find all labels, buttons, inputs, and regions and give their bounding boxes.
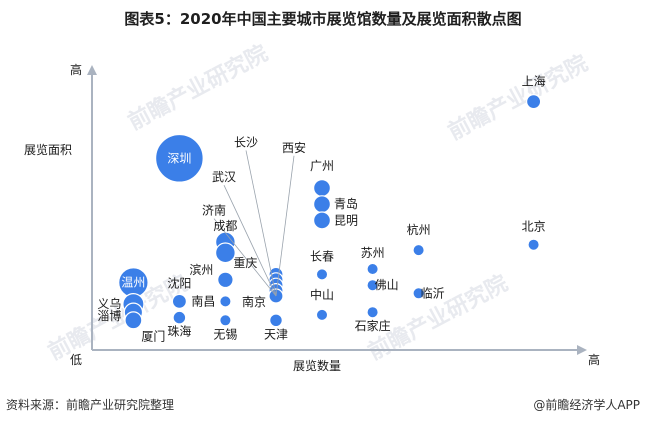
- brand-credit: @前瞻经济学人APP: [533, 398, 640, 412]
- point-label: 天津: [264, 327, 288, 341]
- data-point: [172, 310, 187, 325]
- x-axis-title: 展览数量: [293, 358, 341, 373]
- data-point: [527, 238, 540, 251]
- origin-label: 低: [70, 353, 82, 367]
- point-label: 沈阳: [167, 275, 191, 290]
- chart-title: 图表5：2020年中国主要城市展览馆数量及展览面积散点图: [124, 10, 522, 28]
- point-label: 石家庄: [355, 318, 391, 333]
- point-label: 南京: [242, 294, 266, 309]
- point-label: 重庆: [233, 256, 257, 270]
- data-point: [313, 179, 332, 198]
- data-point: [171, 293, 187, 309]
- point-label: 厦门: [141, 328, 165, 343]
- point-label: 淄博: [97, 308, 121, 323]
- leader-line: [223, 185, 277, 297]
- point-label: 西安: [282, 140, 306, 155]
- data-point: [412, 287, 425, 300]
- data-point: [124, 311, 143, 330]
- data-point: [313, 195, 332, 214]
- y-axis-high-label: 高: [70, 62, 82, 77]
- point-label: 长春: [310, 249, 334, 263]
- point-label: 义乌: [97, 296, 121, 311]
- x-axis-high-label: 高: [588, 352, 600, 367]
- point-label: 青岛: [334, 196, 358, 211]
- data-point: [315, 308, 329, 322]
- data-point: [366, 262, 379, 276]
- leader-line: [213, 218, 277, 297]
- data-point: [154, 133, 204, 183]
- y-axis-title: 展览面积: [24, 142, 72, 157]
- point-label: 苏州: [361, 246, 385, 260]
- point-label: 佛山: [375, 278, 399, 292]
- data-point: [219, 314, 232, 327]
- point-label: 南昌: [191, 293, 215, 308]
- point-label: 成都: [213, 219, 237, 233]
- data-point: [217, 271, 234, 289]
- data-point: [366, 279, 379, 292]
- point-label: 温州: [121, 276, 145, 290]
- data-point: [412, 243, 425, 257]
- point-label: 临沂: [421, 286, 445, 300]
- point-label: 长沙: [234, 135, 258, 149]
- point-label: 济南: [202, 203, 226, 218]
- point-label: 中山: [310, 287, 334, 302]
- point-label: 昆明: [334, 213, 358, 227]
- data-point: [214, 242, 236, 264]
- leader-line: [245, 150, 277, 297]
- data-point: [313, 211, 332, 230]
- point-label: 武汉: [212, 170, 236, 184]
- data-point: [366, 306, 379, 319]
- point-label: 深圳: [167, 151, 191, 165]
- leader-line: [275, 155, 295, 297]
- data-point: [525, 93, 542, 110]
- point-label: 无锡: [213, 326, 237, 341]
- data-point: [315, 268, 329, 281]
- point-label: 广州: [310, 159, 334, 173]
- point-label: 杭州: [407, 222, 431, 237]
- source-note: 资料来源：前瞻产业研究院整理: [6, 398, 175, 412]
- point-label: 上海: [522, 74, 546, 89]
- point-label: 珠海: [167, 324, 191, 339]
- data-point: [219, 295, 232, 308]
- point-label: 北京: [522, 220, 546, 234]
- point-label: 滨州: [189, 262, 213, 277]
- data-point: [269, 313, 283, 328]
